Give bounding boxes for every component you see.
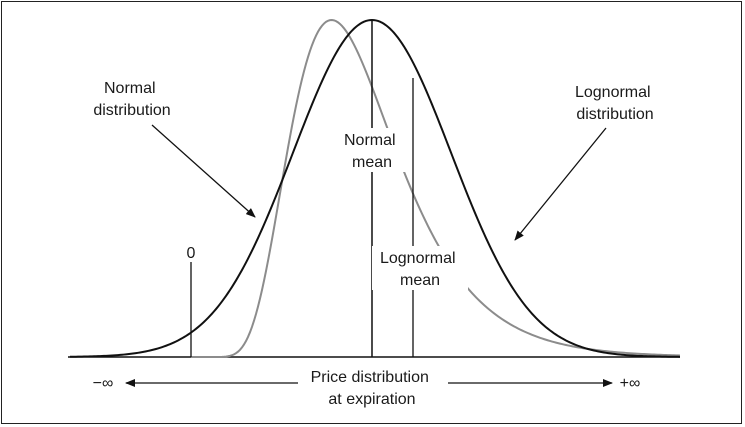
lognormal-mean-label: Lognormal mean [380,250,460,289]
price-distribution-label: Price distribution at expiration [311,369,434,408]
normal-mean-label-bg [336,128,408,172]
plus-infinity-label: +∞ [620,375,641,392]
normal-curve [69,18,681,358]
lognormal-distribution-leader-arrow [514,127,607,241]
lognormal-curve [191,19,681,358]
normal-distribution-label: Normal distribution [93,80,170,119]
lognormal-distribution-label: Lognormal distribution [575,84,655,123]
normal-mean-label: Normal mean [344,132,400,171]
normal-distribution-leader-arrow [151,124,256,218]
minus-infinity-label: −∞ [93,375,114,392]
zero-label: 0 [187,245,196,262]
lognormal-mean-label-bg [372,246,468,290]
